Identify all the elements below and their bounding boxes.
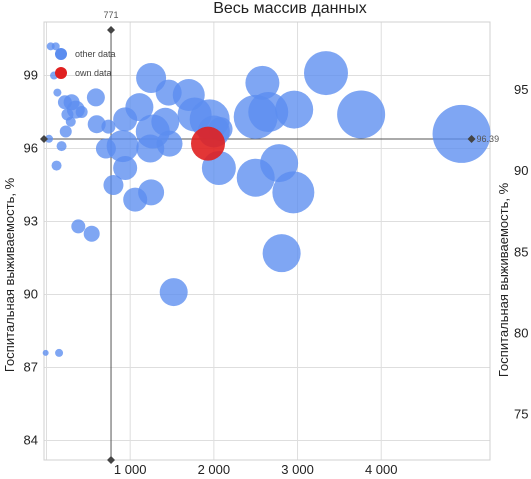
other-data-bubble xyxy=(87,115,106,134)
other-data-bubble xyxy=(51,42,60,51)
y2-axis-ticks: 75 80 85 90 95 xyxy=(514,82,528,421)
own-data-bubble xyxy=(191,126,226,161)
other-data-bubble xyxy=(75,106,88,119)
horizontal-ref-label: 96.39 xyxy=(477,134,500,144)
other-data-bubble xyxy=(159,278,188,307)
y2-tick-label: 75 xyxy=(514,407,528,422)
y-tick-label: 84 xyxy=(24,433,38,448)
plot-frame xyxy=(43,21,491,461)
y-axis-ticks: 84 87 90 93 96 99 xyxy=(24,68,38,448)
other-data-bubble xyxy=(55,348,64,357)
reference-markers: 771 96.39 xyxy=(40,10,499,464)
y2-axis-title: Госпитальная выживаемость, % xyxy=(496,182,511,377)
other-data-bubble xyxy=(56,141,67,152)
other-data-bubble xyxy=(337,90,386,139)
legend-own-marker xyxy=(55,67,67,79)
y-tick-label: 87 xyxy=(24,360,38,375)
x-tick-label: 4 000 xyxy=(365,462,398,477)
x-axis-ticks: 1 000 2 000 3 000 4 000 xyxy=(114,462,398,477)
y-tick-label: 90 xyxy=(24,287,38,302)
other-data-bubble xyxy=(86,88,105,107)
x-tick-label: 2 000 xyxy=(198,462,231,477)
y-axis-title: Госпитальная выживаемость, % xyxy=(2,177,17,372)
x-tick-label: 3 000 xyxy=(281,462,314,477)
other-data-bubble xyxy=(156,130,183,157)
other-data-bubble xyxy=(432,104,491,163)
legend-other-label: other data xyxy=(75,49,116,59)
legend: other data own data xyxy=(55,48,116,79)
chart-title: Весь массив данных xyxy=(213,0,367,17)
horizontal-ref-right-marker xyxy=(467,135,476,144)
other-data-bubble xyxy=(42,349,49,356)
horizontal-ref-left-marker xyxy=(40,135,48,144)
y-tick-label: 99 xyxy=(24,68,38,83)
legend-own-label: own data xyxy=(75,68,112,78)
other-data-bubble xyxy=(83,225,100,242)
vertical-ref-bottom-marker xyxy=(107,456,116,464)
other-data-bubble xyxy=(45,134,54,143)
other-data-bubble xyxy=(106,130,139,163)
y-tick-label: 96 xyxy=(24,141,38,156)
other-data-bubble xyxy=(103,175,124,196)
other-data-bubble xyxy=(125,93,154,122)
other-data-bubble xyxy=(245,65,280,100)
other-data-bubble xyxy=(71,219,86,234)
other-data-bubble xyxy=(65,116,76,127)
y2-tick-label: 95 xyxy=(514,82,528,97)
y2-tick-label: 80 xyxy=(514,325,528,340)
other-data-bubble xyxy=(275,90,314,129)
other-data-bubble xyxy=(53,88,62,97)
legend-other-marker xyxy=(55,48,67,60)
other-data-bubble xyxy=(272,171,315,214)
other-data-bubble xyxy=(151,107,180,136)
other-data-bubble xyxy=(101,119,116,134)
other-data-bubble xyxy=(51,160,62,171)
other-data-bubble xyxy=(138,179,165,206)
y2-tick-label: 85 xyxy=(514,244,528,259)
y-tick-label: 93 xyxy=(24,214,38,229)
vertical-ref-top-marker xyxy=(107,26,116,34)
bubble-layer xyxy=(42,42,491,357)
other-data-bubble xyxy=(262,234,301,273)
x-tick-label: 1 000 xyxy=(114,462,147,477)
y2-tick-label: 90 xyxy=(514,163,528,178)
vertical-ref-label: 771 xyxy=(104,10,119,20)
other-data-bubble xyxy=(113,156,138,180)
other-data-bubble xyxy=(59,125,72,138)
other-data-bubble xyxy=(303,51,348,96)
